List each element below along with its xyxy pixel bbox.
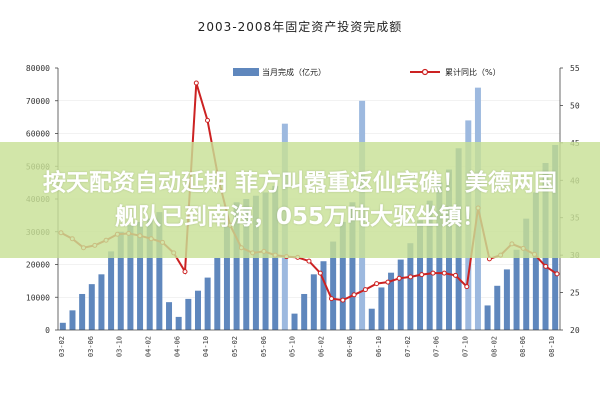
line-point [182, 269, 188, 275]
legend-bar-label: 当月完成（亿元） [262, 67, 326, 77]
line-point [453, 272, 458, 278]
line-point [340, 297, 346, 303]
bar [426, 200, 433, 330]
bar [301, 293, 308, 330]
line-point [306, 258, 312, 264]
x-tick-label: 07-10 [462, 336, 470, 357]
bar [339, 221, 346, 330]
bar [166, 302, 173, 330]
bar [397, 259, 404, 330]
y-left-tick-label: 10000 [26, 293, 50, 302]
bar [320, 261, 327, 330]
bar [291, 313, 298, 331]
bar [108, 251, 115, 330]
bar [156, 212, 163, 330]
x-tick-label: 04-10 [202, 336, 210, 357]
bar [349, 202, 356, 330]
x-tick-label: 08-02 [490, 336, 498, 357]
x-tick-label: 08-10 [548, 336, 556, 357]
bar [223, 221, 230, 330]
x-tick-label: 03-10 [116, 336, 124, 357]
x-tick-label: 05-10 [289, 336, 297, 357]
bar [194, 290, 201, 330]
chart-title: 2003-2008年固定资产投资完成额 [198, 19, 402, 34]
x-tick-label: 05-02 [231, 336, 239, 357]
line-point [441, 270, 447, 276]
overlay-banner: 按天配资自动延期 菲方叫嚣重返仙宾礁！美德两国 舰队已到南海，055万吨大驱坐镇… [0, 142, 600, 258]
line-point [464, 284, 470, 290]
line-point [543, 263, 549, 269]
x-axis: 03-02 03-06 03-10 04-02 04-06 04-10 05-02 05-06… [58, 336, 556, 357]
bar [252, 195, 259, 330]
x-tick-label: 04-06 [173, 336, 181, 357]
bar [88, 284, 95, 330]
line-point [193, 80, 199, 86]
line-point [205, 117, 210, 123]
bar [59, 322, 66, 330]
bar [185, 298, 192, 330]
y-left-tick-label: 20000 [26, 261, 50, 270]
line-point [430, 270, 436, 276]
bar [214, 257, 221, 330]
overlay-text-line-2: 舰队已到南海，055万吨大驱坐镇！ [114, 204, 485, 230]
x-tick-label: 06-10 [375, 336, 383, 357]
overlay-text-line-1: 按天配资自动延期 菲方叫嚣重返仙宾礁！美德两国 [42, 170, 557, 196]
y-left-tick-label: 70000 [26, 97, 50, 106]
bar [330, 241, 337, 330]
y-right-tick-label: 25 [570, 289, 580, 298]
x-tick-label: 06-06 [346, 336, 354, 357]
line-point [362, 287, 368, 293]
line-point [329, 296, 334, 302]
bar [262, 192, 269, 330]
y-left-tick-label: 60000 [26, 130, 50, 139]
line-point [385, 279, 391, 285]
bar [532, 192, 539, 330]
bar [368, 308, 375, 330]
bar [388, 272, 395, 330]
chart-legend: 当月完成（亿元） 累计同比（%） [233, 67, 501, 77]
bar [117, 231, 124, 330]
bar [243, 199, 250, 330]
x-tick-label: 08-06 [519, 336, 527, 357]
y-left-tick-label: 80000 [26, 64, 50, 73]
x-tick-label: 03-06 [87, 336, 95, 357]
legend-bar-swatch [233, 68, 259, 76]
bar [69, 310, 76, 330]
bar [378, 287, 385, 330]
bar [204, 277, 211, 330]
line-point [351, 292, 357, 298]
line-point [408, 274, 413, 280]
bar [503, 269, 510, 330]
bar [310, 274, 317, 330]
bar [127, 225, 134, 330]
y-right-tick-label: 20 [570, 326, 580, 335]
x-tick-label: 07-02 [404, 336, 412, 357]
x-tick-label: 04-02 [145, 336, 153, 357]
bar [513, 249, 520, 330]
bar [175, 316, 182, 330]
x-tick-label: 05-06 [260, 336, 268, 357]
legend-line-label: 累计同比（%） [445, 67, 501, 77]
line-point [554, 271, 560, 277]
line-point [396, 275, 402, 281]
x-tick-label: 06-02 [317, 336, 325, 357]
bar [79, 293, 86, 330]
bar [494, 285, 501, 330]
bar [407, 243, 414, 330]
bar [146, 218, 153, 330]
line-point [317, 270, 323, 276]
bar [137, 221, 144, 330]
y-right-tick-label: 50 [570, 101, 580, 110]
y-right-tick-label: 55 [570, 64, 580, 73]
line-point [374, 281, 380, 287]
y-left-tick-label: 0 [45, 326, 50, 335]
line-point [419, 272, 425, 278]
legend-line-marker [421, 68, 429, 76]
x-tick-label: 03-02 [58, 336, 66, 357]
bar [98, 274, 105, 330]
bar [233, 202, 240, 330]
x-tick-label: 07-06 [433, 336, 441, 357]
bar [523, 218, 530, 330]
bar [484, 305, 491, 330]
